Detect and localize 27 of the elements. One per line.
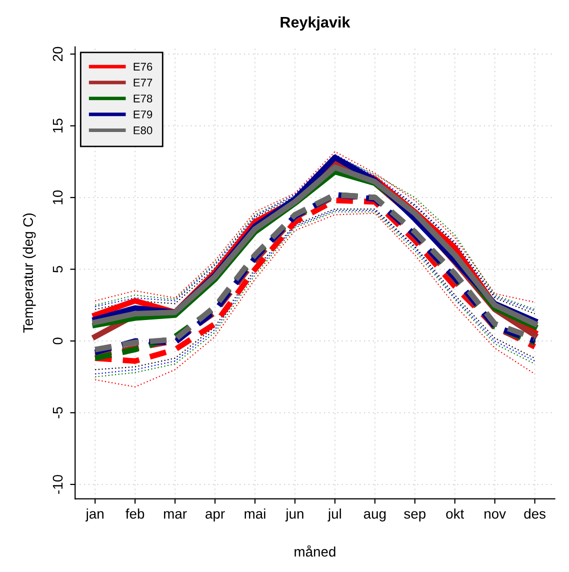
x-tick-label: des <box>524 508 546 519</box>
y-tick-label: -5 <box>52 407 63 418</box>
y-tick-label: 10 <box>52 190 63 204</box>
legend-label: E80 <box>134 126 152 134</box>
y-tick-label: 0 <box>52 338 63 344</box>
y-axis-title: Temperatur (deg C) <box>22 213 36 333</box>
x-tick-label: jan <box>85 508 104 522</box>
x-axis-title: måned <box>294 545 336 557</box>
y-tick-label: 5 <box>52 266 63 273</box>
y-tick-label: 15 <box>52 118 63 132</box>
legend-label: E78 <box>134 94 152 102</box>
chart-title: Reykjavik <box>280 16 350 31</box>
x-tick-label: feb <box>126 508 144 519</box>
x-tick-label: okt <box>446 508 464 519</box>
x-tick-label: mai <box>244 508 266 519</box>
x-tick-label: apr <box>206 511 225 522</box>
x-tick-label: mar <box>164 511 187 519</box>
y-tick-label: 20 <box>52 46 63 62</box>
x-tick-label: jul <box>328 508 341 522</box>
legend-label: E77 <box>134 78 152 86</box>
x-tick-label: jun <box>285 508 304 522</box>
x-tick-label: aug <box>364 511 386 522</box>
x-tick-label: sep <box>404 511 426 522</box>
y-tick-label: -10 <box>52 474 63 494</box>
x-tick-label: nov <box>484 511 506 519</box>
legend-label: E76 <box>134 62 152 71</box>
legend-label: E79 <box>134 110 152 118</box>
